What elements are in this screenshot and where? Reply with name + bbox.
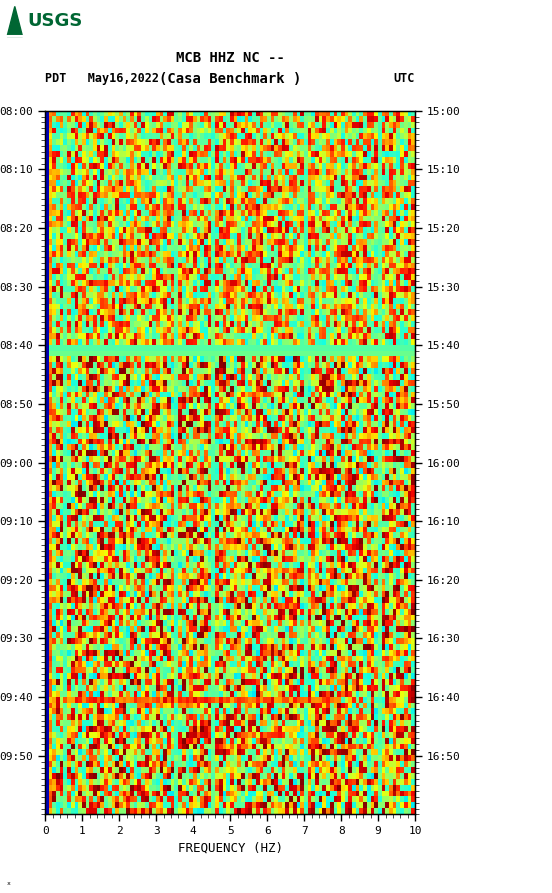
Text: MCB HHZ NC --: MCB HHZ NC --: [176, 51, 285, 65]
Text: USGS: USGS: [27, 13, 83, 30]
Polygon shape: [7, 6, 23, 37]
X-axis label: FREQUENCY (HZ): FREQUENCY (HZ): [178, 842, 283, 855]
Text: UTC: UTC: [394, 72, 415, 85]
Text: PDT   May16,2022: PDT May16,2022: [45, 72, 160, 85]
Text: (Casa Benchmark ): (Casa Benchmark ): [159, 71, 301, 86]
Text: ˣ: ˣ: [6, 880, 12, 890]
